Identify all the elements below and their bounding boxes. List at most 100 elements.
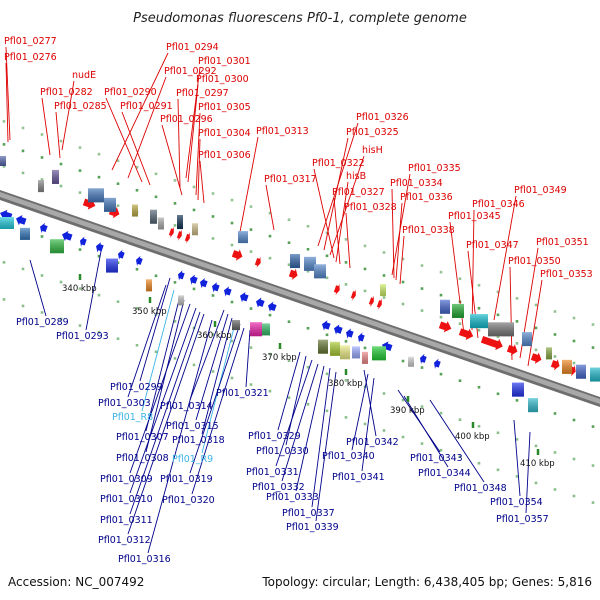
bottom-label-leader	[311, 367, 331, 508]
bottom-label-leader	[295, 365, 325, 492]
kbp-tick-label: 370 kbp	[262, 353, 297, 363]
top-label-leader	[391, 188, 395, 279]
bottom-gene-label: Pfl01_0293	[56, 331, 109, 342]
bottom-label-leader	[281, 363, 319, 482]
top-gene-label: Pfl01_0346	[472, 199, 525, 210]
bottom-label-leader	[29, 259, 47, 317]
bottom-gene-label: Pfl01_0319	[160, 474, 213, 485]
top-label-leader	[493, 195, 517, 321]
bottom-gene-label: Pfl01_0341	[332, 472, 385, 483]
top-label-leader	[127, 76, 167, 179]
bottom-gene-label: Pfl01_0339	[286, 522, 339, 533]
gene-arrow	[200, 278, 208, 289]
gene-box	[576, 364, 586, 379]
bottom-strand-labels: Pfl01_0289 Pfl01_0293 Pfl01_0299 Pfl01_0303…	[16, 317, 549, 565]
gene-arrow	[118, 249, 125, 260]
gene-arrow	[480, 335, 503, 351]
kbp-tick-label: 400 kbp	[455, 432, 490, 442]
top-gene-label: Pfl01_0297	[176, 88, 229, 99]
gene-arrow	[334, 324, 343, 335]
kbp-tick-label: 360 kbp	[197, 331, 232, 341]
top-label-leader	[177, 98, 181, 189]
bottom-label-leader	[525, 431, 531, 514]
gene-arrow	[350, 289, 356, 301]
top-label-leader	[121, 111, 151, 186]
gene-arrow	[231, 249, 243, 261]
bottom-gene-label: Pfl01_0312	[98, 535, 151, 546]
kbp-tick-label: 410 kbp	[520, 459, 555, 469]
gene-box	[314, 264, 326, 279]
bottom-label-leader	[245, 329, 251, 388]
top-gene-label: Pfl01_0334	[390, 178, 443, 189]
bottom-gene-label: Pfl01_0315	[166, 421, 219, 432]
gene-arrow	[168, 226, 174, 238]
top-label-leader	[161, 124, 183, 196]
rna-gene-label: Pfl01_R8	[112, 412, 153, 423]
gene-box	[452, 303, 464, 318]
bottom-gene-label: Pfl01_0342	[346, 437, 399, 448]
bottom-label-leader	[191, 327, 245, 495]
gene-box	[262, 323, 270, 336]
gene-box	[380, 284, 386, 297]
bottom-label-leader	[127, 284, 167, 398]
gene-box	[340, 345, 350, 360]
top-gene-label: Pfl01_0301	[198, 56, 251, 67]
gene-arrow	[256, 297, 265, 308]
top-gene-label: nudE	[72, 70, 96, 81]
top-label-leader	[239, 136, 259, 233]
gene-arrow	[62, 230, 73, 242]
top-gene-label: Pfl01_0325	[346, 127, 399, 138]
rna-gene-label: Pfl01_R9	[172, 454, 213, 465]
gene-box	[488, 322, 514, 337]
bottom-gene-label: Pfl01_0343	[410, 453, 463, 464]
top-gene-label: Pfl01_0335	[408, 163, 461, 174]
gene-arrow	[506, 344, 518, 356]
bottom-gene-label: Pfl01_0331	[246, 467, 299, 478]
gene-arrow	[240, 291, 249, 303]
label-leader-lines	[5, 46, 543, 554]
top-gene-label: Pfl01_0306	[198, 150, 251, 161]
bottom-gene-label: Pfl01_0310	[100, 494, 153, 505]
top-label-leader	[55, 111, 61, 159]
bottom-label-leader	[189, 309, 225, 401]
top-gene-label: Pfl01_0282	[40, 87, 93, 98]
gene-arrow	[212, 282, 220, 293]
top-gene-label: Pfl01_0350	[508, 256, 561, 267]
bottom-label-leader	[285, 355, 307, 446]
map-title: Pseudomonas fluorescens Pf0-1, complete …	[133, 11, 467, 26]
top-label-leader	[471, 209, 475, 331]
bottom-label-leader	[513, 419, 521, 497]
kbp-ticks: 340 kbp 350 kbp 360 kbp 370 kbp 380 kbp 390 k…	[62, 274, 555, 469]
bottom-gene-label: Pfl01_0307	[116, 432, 169, 443]
bottom-gene-label: Pfl01_0314	[160, 401, 213, 412]
accession-text: Accession: NC_007492	[8, 575, 144, 589]
bottom-label-leader	[147, 319, 213, 554]
bottom-gene-label: Pfl01_0318	[172, 435, 225, 446]
genome-summary-text: Topology: circular; Length: 6,438,405 bp…	[261, 575, 592, 589]
bottom-gene-label: Pfl01_0321	[216, 388, 269, 399]
gene-box	[38, 180, 44, 193]
top-label-leader	[41, 97, 51, 156]
top-gene-label: Pfl01_0317	[264, 174, 317, 185]
top-gene-label: Pfl01_0327	[332, 187, 385, 198]
bottom-label-leader	[145, 299, 185, 453]
top-gene-label: Pfl01_0305	[198, 102, 251, 113]
gene-box	[158, 217, 164, 230]
top-gene-label: Pfl01_0304	[198, 128, 251, 139]
bottom-label-leader	[129, 311, 201, 515]
top-gene-label: Pfl01_0347	[466, 240, 519, 251]
kbp-tick-label: 390 kbp	[390, 406, 425, 416]
top-gene-label: Pfl01_0296	[160, 114, 213, 125]
top-gene-label: Pfl01_0328	[344, 202, 397, 213]
top-label-leader	[105, 97, 143, 183]
top-gene-label: Pfl01_0291	[120, 101, 173, 112]
top-label-leader	[195, 112, 201, 196]
gene-box	[50, 239, 64, 254]
gene-box	[250, 322, 262, 337]
gene-box	[352, 346, 360, 359]
bottom-label-leader	[201, 317, 233, 435]
gene-box	[0, 217, 14, 229]
gene-box	[372, 346, 386, 361]
top-label-leader	[335, 181, 349, 263]
bottom-label-leader	[403, 395, 449, 468]
